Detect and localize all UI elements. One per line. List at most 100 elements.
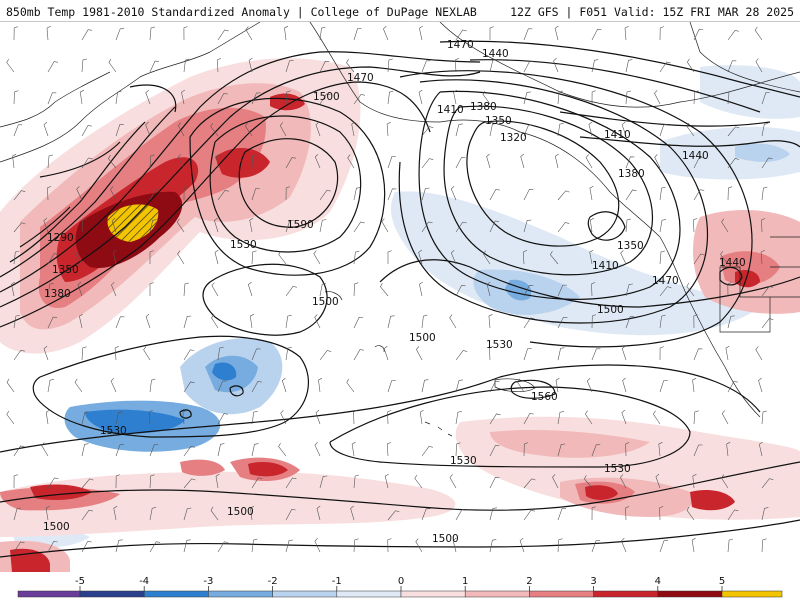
wind-barb	[47, 61, 59, 73]
wind-barb	[455, 123, 463, 137]
wind-barb	[13, 474, 19, 489]
contour-label: 1290	[47, 232, 74, 244]
wind-barb	[278, 250, 287, 265]
wind-barb	[143, 346, 151, 361]
wind-barb	[555, 377, 560, 393]
wind-barb	[523, 413, 534, 425]
wind-barb	[6, 58, 15, 73]
model-run-info: 12Z GFS | F051 Valid: 15Z FRI MAR 28 202…	[510, 5, 794, 19]
contour-label: 1410	[592, 260, 619, 272]
wind-barb	[761, 157, 773, 169]
wind-barb	[251, 92, 261, 105]
wind-barb	[183, 349, 195, 361]
wind-barb	[319, 60, 330, 73]
wind-barb	[183, 58, 190, 73]
wind-barb	[319, 93, 331, 105]
wind-barb	[418, 89, 423, 105]
wind-barb	[421, 508, 431, 521]
wind-barb	[115, 124, 124, 137]
wind-barb	[721, 410, 729, 425]
wind-barb	[720, 250, 729, 265]
wind-barb	[761, 538, 767, 553]
wind-barb	[489, 346, 494, 361]
contour-label: 1500	[227, 506, 254, 518]
wind-barb	[387, 250, 392, 264]
contour-label: 1440	[719, 257, 746, 269]
wind-barb	[149, 189, 160, 201]
contour-label: 1350	[52, 264, 79, 276]
wind-barb	[81, 346, 87, 361]
wind-barb	[625, 59, 633, 73]
wind-barb	[75, 250, 83, 265]
wind-barb	[13, 349, 25, 361]
wind-barb	[47, 253, 59, 265]
wind-barb	[692, 474, 697, 489]
contour-label: 1380	[44, 288, 71, 300]
wind-barb	[523, 28, 533, 41]
wind-barb	[285, 157, 297, 169]
wind-barb	[81, 29, 93, 41]
wind-barb	[455, 411, 462, 425]
wind-barb	[346, 378, 355, 393]
wind-barb	[47, 379, 54, 393]
wind-barb	[489, 59, 497, 73]
wind-barb	[217, 380, 227, 393]
wind-barb	[279, 122, 287, 137]
wind-barb	[761, 507, 769, 521]
wind-barb	[522, 250, 528, 265]
wind-barb	[353, 93, 365, 105]
wind-barb	[81, 509, 93, 521]
wind-barb	[249, 217, 254, 233]
wind-barb	[245, 26, 253, 41]
wind-barb	[692, 377, 697, 393]
wind-barb	[419, 409, 424, 425]
wind-barb	[249, 313, 254, 329]
wind-barb	[353, 28, 362, 41]
wind-barb	[81, 541, 92, 553]
wind-barb	[421, 221, 433, 233]
colorbar-segment	[143, 590, 209, 598]
wind-barb	[693, 444, 703, 457]
colorbar-tick-label: 1	[462, 576, 468, 587]
wind-barb	[421, 445, 433, 457]
wind-barb	[47, 316, 58, 329]
wind-barb	[624, 26, 629, 41]
wind-barb	[693, 90, 699, 105]
contour-label: 1500	[409, 332, 436, 344]
wind-barb	[318, 377, 323, 393]
wind-barb	[721, 218, 729, 233]
wind-barb	[591, 444, 601, 457]
wind-barb	[285, 186, 291, 201]
wind-barb	[455, 285, 466, 297]
wind-barb	[387, 315, 395, 329]
wind-barb	[557, 411, 565, 425]
wind-barb	[115, 444, 125, 457]
wind-barb	[489, 445, 500, 457]
wind-barb	[112, 249, 117, 265]
wind-barb	[110, 186, 117, 201]
wind-barb	[13, 445, 25, 457]
colorbar-tick-label: 2	[526, 576, 532, 587]
wind-barb	[449, 314, 457, 329]
wind-barb	[217, 541, 229, 553]
wind-barb	[319, 189, 331, 201]
wind-barb	[314, 153, 321, 169]
wind-barb	[284, 25, 289, 41]
wind-barb	[251, 348, 261, 361]
colorbar-tick-label: -4	[139, 576, 149, 587]
wind-barb	[727, 158, 740, 169]
colorbar-segment	[464, 590, 530, 598]
wind-barb	[523, 317, 535, 329]
wind-barb	[725, 345, 730, 361]
wind-barb	[553, 57, 559, 73]
wind-barb	[421, 158, 434, 169]
wind-barb	[552, 474, 559, 489]
wind-barb	[727, 60, 737, 73]
wind-barb	[589, 249, 594, 265]
wind-barb	[387, 538, 392, 553]
wind-barb	[450, 249, 457, 265]
wind-barb	[353, 349, 364, 361]
wind-barb	[727, 315, 735, 329]
title-bar: 850mb Temp 1981-2010 Standardized Anomal…	[0, 0, 800, 22]
wind-barb	[45, 409, 50, 425]
